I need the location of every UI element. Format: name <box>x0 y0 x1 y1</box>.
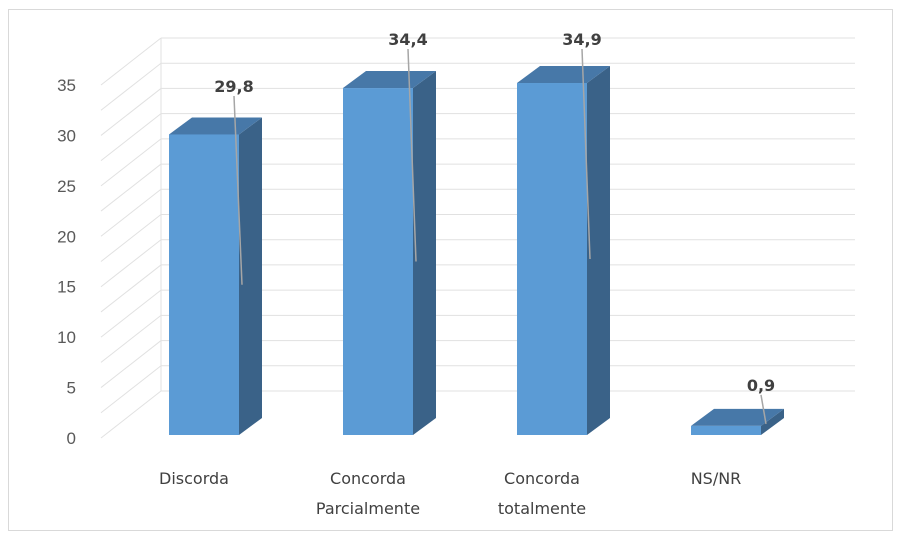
category-label: Concorda <box>504 469 580 488</box>
data-label-leader <box>760 394 767 425</box>
bar-side <box>587 66 610 435</box>
data-label: 0,9 <box>747 376 775 395</box>
side-gridline <box>100 163 162 212</box>
side-gridline <box>100 314 162 363</box>
side-gridline <box>100 138 162 187</box>
bar-side <box>413 71 436 436</box>
bar-top <box>343 71 436 89</box>
category-label: Concorda <box>330 469 406 488</box>
side-gridline <box>100 340 162 388</box>
side-gridline <box>100 365 162 414</box>
category-label: Discorda <box>159 469 229 488</box>
side-gridline <box>100 264 162 313</box>
bar <box>169 134 239 435</box>
side-gridline <box>100 289 162 338</box>
y-tick-label: 20 <box>57 227 76 246</box>
side-gridline <box>100 113 162 162</box>
side-gridline <box>100 214 162 262</box>
bar-chart: 0 5 10 15 20 25 30 35 29,8 Discorda 34,4 Concorda Pa… <box>57 30 855 518</box>
y-tick-label: 5 <box>67 379 76 398</box>
y-tick-label: 0 <box>67 429 76 448</box>
y-tick-label: 35 <box>57 76 76 95</box>
bar-top <box>517 66 610 84</box>
bar-top <box>169 117 262 135</box>
data-label: 29,8 <box>214 77 253 96</box>
data-label: 34,4 <box>388 30 427 49</box>
chart-frame: 0 5 10 15 20 25 30 35 29,8 Discorda 34,4 Concorda Pa… <box>8 9 893 531</box>
category-label: NS/NR <box>691 469 742 488</box>
bar-top <box>691 408 784 426</box>
side-gridline <box>100 188 162 237</box>
y-tick-label: 10 <box>57 328 76 347</box>
data-label-leader <box>407 48 417 262</box>
bar <box>517 83 587 435</box>
data-label: 34,9 <box>562 30 601 49</box>
side-gridline <box>100 88 162 136</box>
y-tick-label: 30 <box>57 126 76 145</box>
data-label-leader <box>581 48 591 260</box>
side-gridline <box>100 390 162 439</box>
bar <box>691 425 761 435</box>
category-label: Parcialmente <box>316 499 420 518</box>
bar-side <box>239 117 262 436</box>
category-label: totalmente <box>498 499 586 518</box>
side-gridline <box>100 239 162 288</box>
side-gridline <box>100 62 162 111</box>
y-tick-label: 15 <box>57 278 76 297</box>
bar <box>343 88 413 436</box>
y-tick-label: 25 <box>57 177 76 196</box>
side-gridline <box>100 37 162 86</box>
data-label-leader <box>233 95 243 285</box>
bar-side <box>761 408 784 435</box>
